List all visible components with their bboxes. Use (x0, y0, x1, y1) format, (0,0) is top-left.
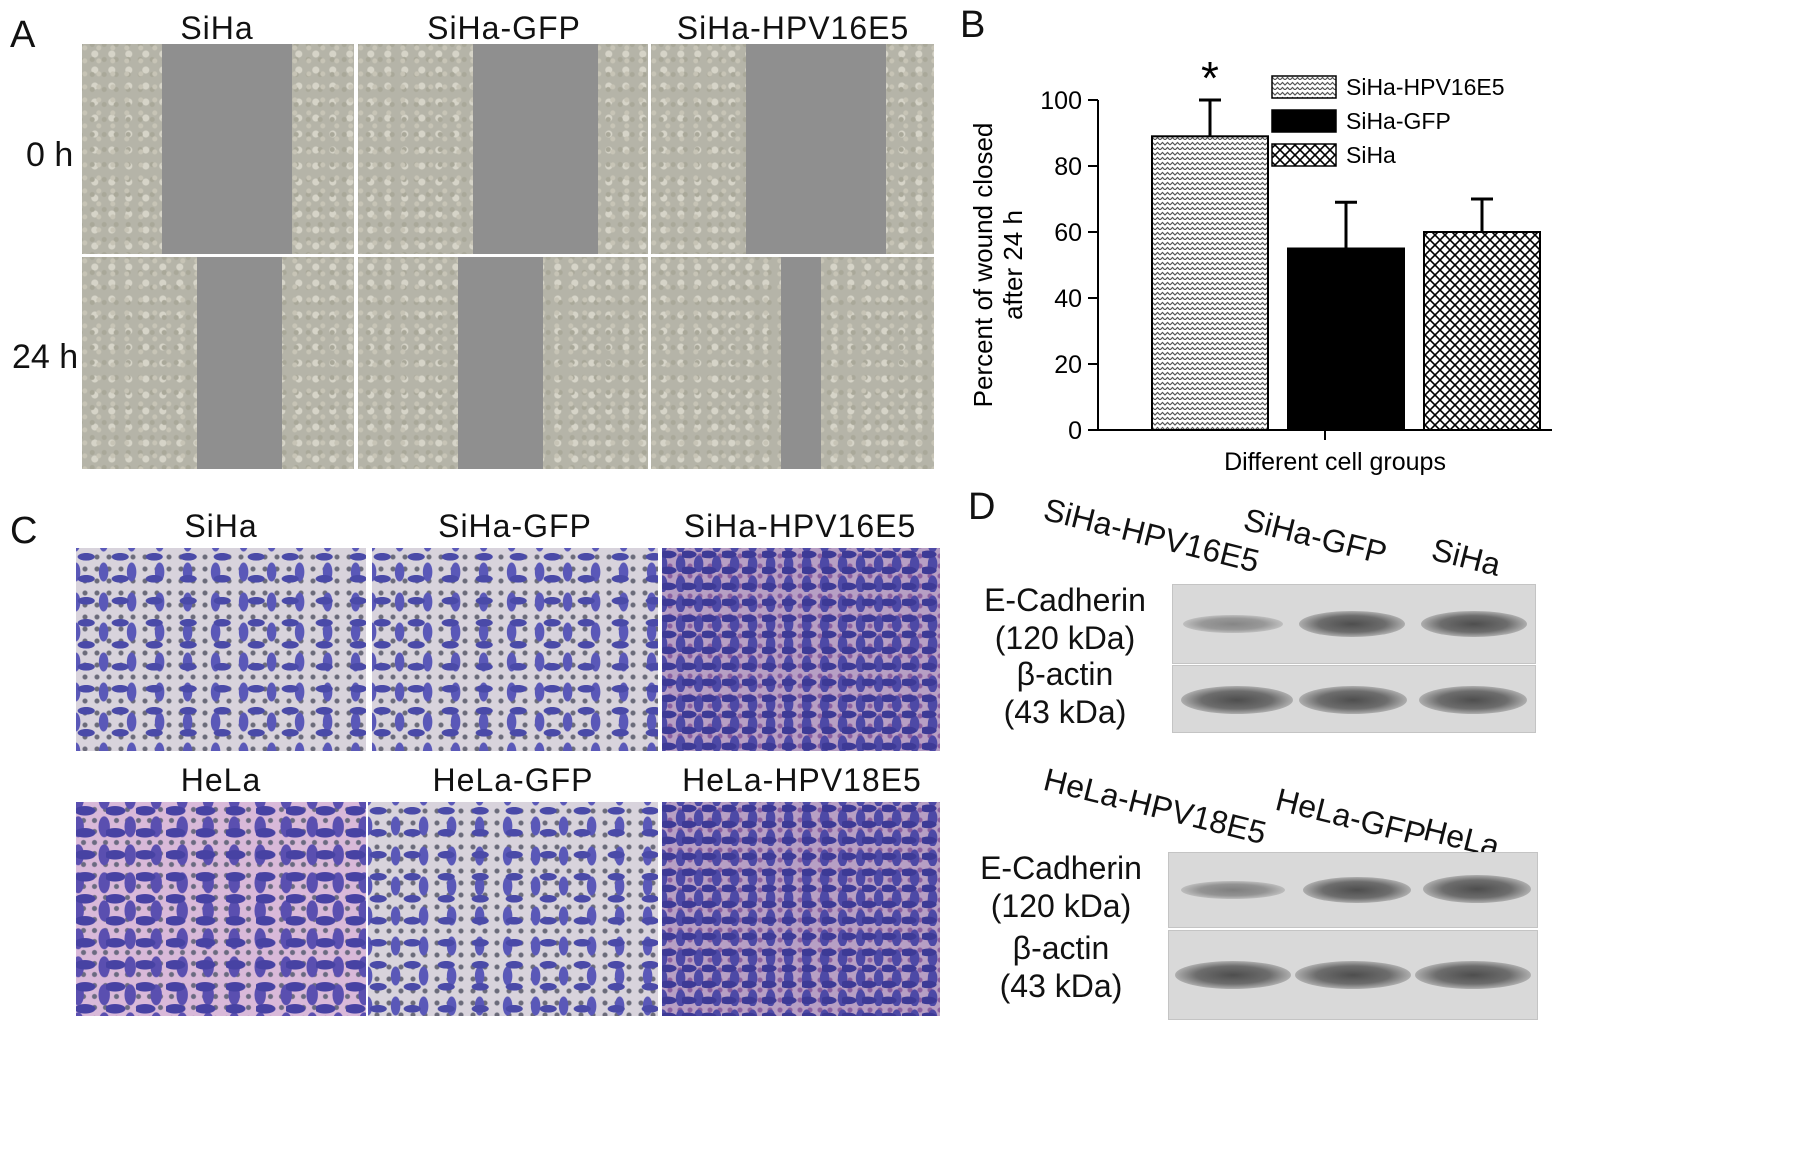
ecad-band (1303, 877, 1411, 903)
actin-label: β-actin (1012, 930, 1110, 966)
ecad-band (1183, 615, 1283, 633)
y-tick-label: 60 (1054, 219, 1082, 247)
panel-c-top-title: SiHa-HPV16E5 (683, 508, 917, 544)
transwell-image-sihahpv (662, 548, 940, 751)
actin-band (1181, 686, 1293, 714)
transwell-image-helagfp (368, 802, 658, 1016)
wound-image-sihagfp-24h (358, 257, 648, 469)
ecad-blot-hela (1168, 852, 1538, 928)
transwell-image-siha (76, 548, 366, 751)
y-tick-label: 20 (1054, 351, 1082, 379)
panel-a-letter: A (10, 14, 36, 56)
blot-lane-label: SiHa (1428, 531, 1505, 583)
wound-image-sihahpv-0h (651, 44, 934, 254)
wound-image-sihagfp-0h (358, 44, 648, 254)
transwell-image-hela (76, 802, 366, 1016)
bar (1287, 247, 1405, 431)
blot-lane-label: SiHa-GFP (1240, 501, 1391, 572)
legend-entry: SiHa-HPV16E5 (1346, 74, 1505, 100)
ecad-kda-label: (120 kDa) (990, 888, 1132, 924)
wound-image-sihahpv-24h (651, 257, 934, 469)
panel-b-letter: B (960, 4, 986, 46)
panel-a-col-title: SiHa-GFP (427, 10, 581, 46)
bar (1151, 135, 1269, 432)
y-tick-label: 40 (1054, 285, 1082, 313)
panel-a-col-title: SiHa (180, 10, 254, 46)
panel-c-bottom-title: HeLa-GFP (432, 762, 594, 798)
actin-label: β-actin (1016, 656, 1114, 692)
actin-band (1175, 961, 1291, 989)
legend-swatch (1271, 75, 1337, 99)
actin-band (1299, 686, 1407, 714)
blot-lane-label: HeLa-HPV18E5 (1040, 761, 1270, 852)
panel-a-row-label: 0 h (26, 136, 74, 174)
blot-lane-label: SiHa-HPV16E5 (1040, 491, 1263, 580)
actin-blot-hela (1168, 930, 1538, 1020)
ecad-blot-siha (1172, 584, 1536, 664)
panel-d-letter: D (968, 486, 996, 528)
significance-marker: * (1201, 52, 1219, 104)
ecad-band (1423, 875, 1531, 903)
panel-c-top-title: SiHa (184, 508, 258, 544)
ecad-band (1181, 881, 1285, 899)
legend-entry: SiHa-GFP (1346, 108, 1451, 134)
transwell-image-sihagfp (372, 548, 658, 751)
y-tick-label: 100 (1040, 87, 1082, 115)
legend-swatch (1271, 109, 1337, 133)
actin-kda-label: (43 kDa) (999, 968, 1123, 1004)
wound-image-siha-24h (82, 257, 354, 469)
ecad-label: E-Cadherin (984, 582, 1146, 618)
wound-closure-bar-chart: * 0 20 40 60 80 100 Percent of wound closed a… (968, 52, 1552, 476)
bar (1423, 231, 1541, 431)
y-tick-label: 0 (1068, 417, 1082, 445)
actin-kda-label: (43 kDa) (1003, 694, 1127, 730)
ecad-label: E-Cadherin (980, 850, 1142, 886)
y-axis-label-line-2: after 24 h (998, 210, 1028, 320)
y-tick-label: 80 (1054, 153, 1082, 181)
panel-c-bottom-title: HeLa-HPV18E5 (682, 762, 922, 798)
wound-image-siha-0h (82, 44, 354, 254)
actin-band (1419, 686, 1527, 714)
transwell-image-helahpv (662, 802, 940, 1016)
ecad-band (1299, 611, 1405, 637)
blot-lane-label: HeLa-GFP (1272, 781, 1430, 854)
panel-c-bottom-title: HeLa (180, 762, 262, 798)
y-axis-label-line-1: Percent of wound closed (968, 123, 998, 408)
actin-band (1295, 961, 1411, 989)
actin-blot-siha (1172, 665, 1536, 733)
legend-entry: SiHa (1346, 142, 1396, 168)
panel-a-row-label: 24 h (12, 338, 79, 376)
ecad-band (1421, 611, 1527, 637)
panel-c-letter: C (10, 510, 38, 552)
legend-swatch (1271, 143, 1337, 167)
actin-band (1415, 961, 1531, 989)
panel-c-top-title: SiHa-GFP (438, 508, 592, 544)
x-axis-label: Different cell groups (1224, 448, 1446, 476)
panel-a-col-title: SiHa-HPV16E5 (676, 10, 910, 46)
ecad-kda-label: (120 kDa) (994, 620, 1136, 656)
